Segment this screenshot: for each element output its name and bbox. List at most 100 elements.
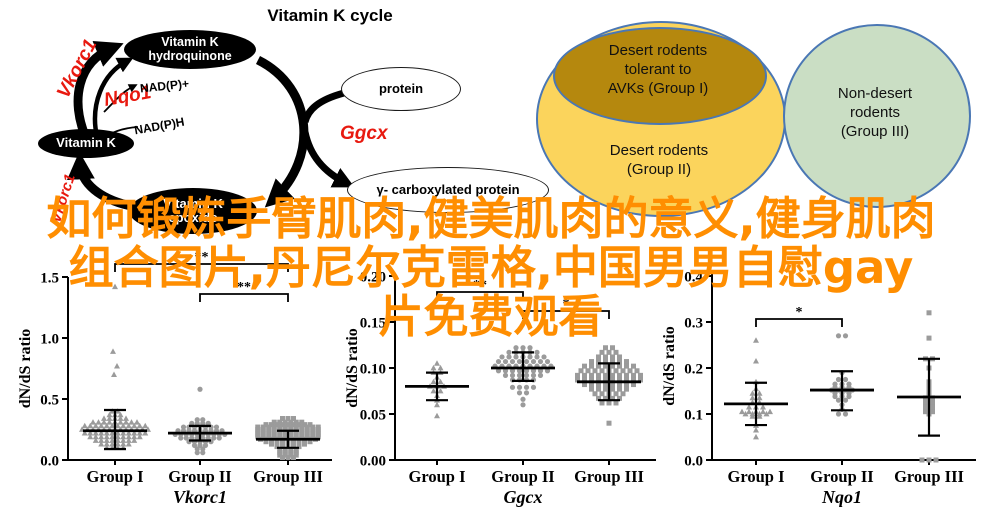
data-point [315, 434, 321, 440]
data-point [589, 363, 594, 369]
data-point [537, 358, 544, 365]
y-axis-label: dN/dS ratio [344, 328, 361, 408]
y-tick-label: 0.0 [684, 454, 703, 470]
data-point [307, 422, 313, 428]
data-point [430, 364, 437, 371]
y-tick-label: 0.05 [360, 408, 386, 424]
data-point [596, 359, 601, 365]
data-point [506, 354, 512, 360]
data-point [760, 404, 766, 410]
data-point [631, 377, 636, 383]
data-point [134, 419, 140, 425]
data-point [123, 419, 129, 425]
y-tick-label: 0.4 [684, 270, 703, 286]
data-point [213, 424, 220, 430]
data-point [266, 434, 272, 440]
data-point [280, 455, 285, 461]
venn-group2-label: Desert rodents (Group II) [609, 142, 709, 178]
data-point [592, 368, 598, 374]
data-point [269, 422, 274, 428]
diagram-title: Vitamin K cycle [267, 6, 393, 25]
plot-title: Nqo1 [821, 487, 862, 507]
vitamin-k-cycle-diagram: Vitamin K cycle Vitamin K Vitamin K hydr… [0, 0, 549, 255]
data-point [302, 441, 307, 447]
data-point [624, 363, 629, 369]
data-point [197, 442, 203, 448]
data-point [599, 400, 605, 406]
node-protein: protein [341, 67, 461, 111]
data-point [109, 437, 116, 443]
data-point [516, 372, 523, 378]
data-point [111, 371, 117, 377]
data-point [527, 345, 533, 351]
significance-label: * [796, 305, 803, 320]
x-category-label: Group I [408, 467, 465, 486]
data-point [930, 404, 935, 410]
data-point [596, 354, 601, 360]
data-point [753, 427, 759, 433]
data-point [516, 368, 523, 374]
data-point [603, 354, 608, 360]
data-point [293, 452, 299, 458]
x-category-label: Group II [810, 467, 873, 486]
plot-Vkorc1: 0.0 0.5 1.0 1.5 dN/dS ratio Group I Group II Gr… [17, 250, 332, 507]
y-tick-label: 0.5 [40, 393, 59, 409]
data-point [599, 391, 605, 397]
y-tick-label: 0.20 [360, 270, 386, 286]
data-point [582, 372, 587, 378]
data-point [434, 412, 440, 419]
data-point [189, 435, 195, 441]
data-point [216, 435, 222, 441]
y-tick-label: 1.0 [40, 332, 59, 348]
data-point [92, 430, 99, 436]
data-point [125, 437, 132, 443]
data-point [293, 434, 299, 440]
arrow-protein-in [301, 89, 345, 124]
data-point [87, 433, 94, 440]
data-point [596, 386, 601, 392]
data-point [291, 422, 296, 428]
overlay-line-1: 如何锻炼手臂肌肉,健美肌肉的意义,健身肌肉 [46, 192, 936, 245]
data-point [544, 358, 551, 365]
data-point [200, 446, 206, 452]
data-point [763, 410, 770, 417]
y-tick-label: 0.1 [684, 408, 703, 424]
data-point [288, 419, 294, 425]
x-category-label: Group II [491, 467, 554, 486]
data-point [189, 420, 195, 426]
data-point [282, 452, 288, 458]
data-point [142, 422, 149, 429]
data-point [437, 378, 444, 385]
data-point [749, 390, 756, 396]
data-point [742, 410, 749, 417]
data-point [627, 368, 633, 374]
data-point [299, 434, 305, 440]
y-tick-label: 0.15 [360, 316, 386, 332]
data-point [120, 422, 127, 429]
data-point [930, 400, 935, 405]
data-point [610, 345, 615, 351]
data-point [832, 384, 838, 390]
data-point [125, 422, 132, 429]
data-point [178, 435, 184, 441]
venn-group1-ellipse [553, 27, 767, 125]
significance-bracket [114, 263, 289, 272]
data-point [271, 419, 277, 425]
data-point [103, 430, 110, 436]
significance-bracket [755, 318, 843, 327]
data-point [103, 433, 110, 440]
data-point [930, 409, 935, 415]
data-point [578, 368, 584, 374]
overlay-watermark-text: 如何锻炼手臂肌肉,健美肌肉的意义,健身肌肉 组合图片,丹尼尔克雷格,中国男男自慰… [0, 194, 982, 341]
data-point [624, 377, 629, 383]
data-point [923, 400, 928, 405]
data-point [302, 422, 307, 428]
y-tick-label: 0.2 [684, 362, 703, 378]
data-point [617, 377, 622, 383]
data-point [103, 437, 110, 443]
data-point [274, 444, 280, 450]
data-point [114, 441, 121, 447]
data-point [613, 400, 619, 406]
arrow-hydroquinone-to-epoxide [255, 55, 309, 208]
data-point [282, 434, 288, 440]
